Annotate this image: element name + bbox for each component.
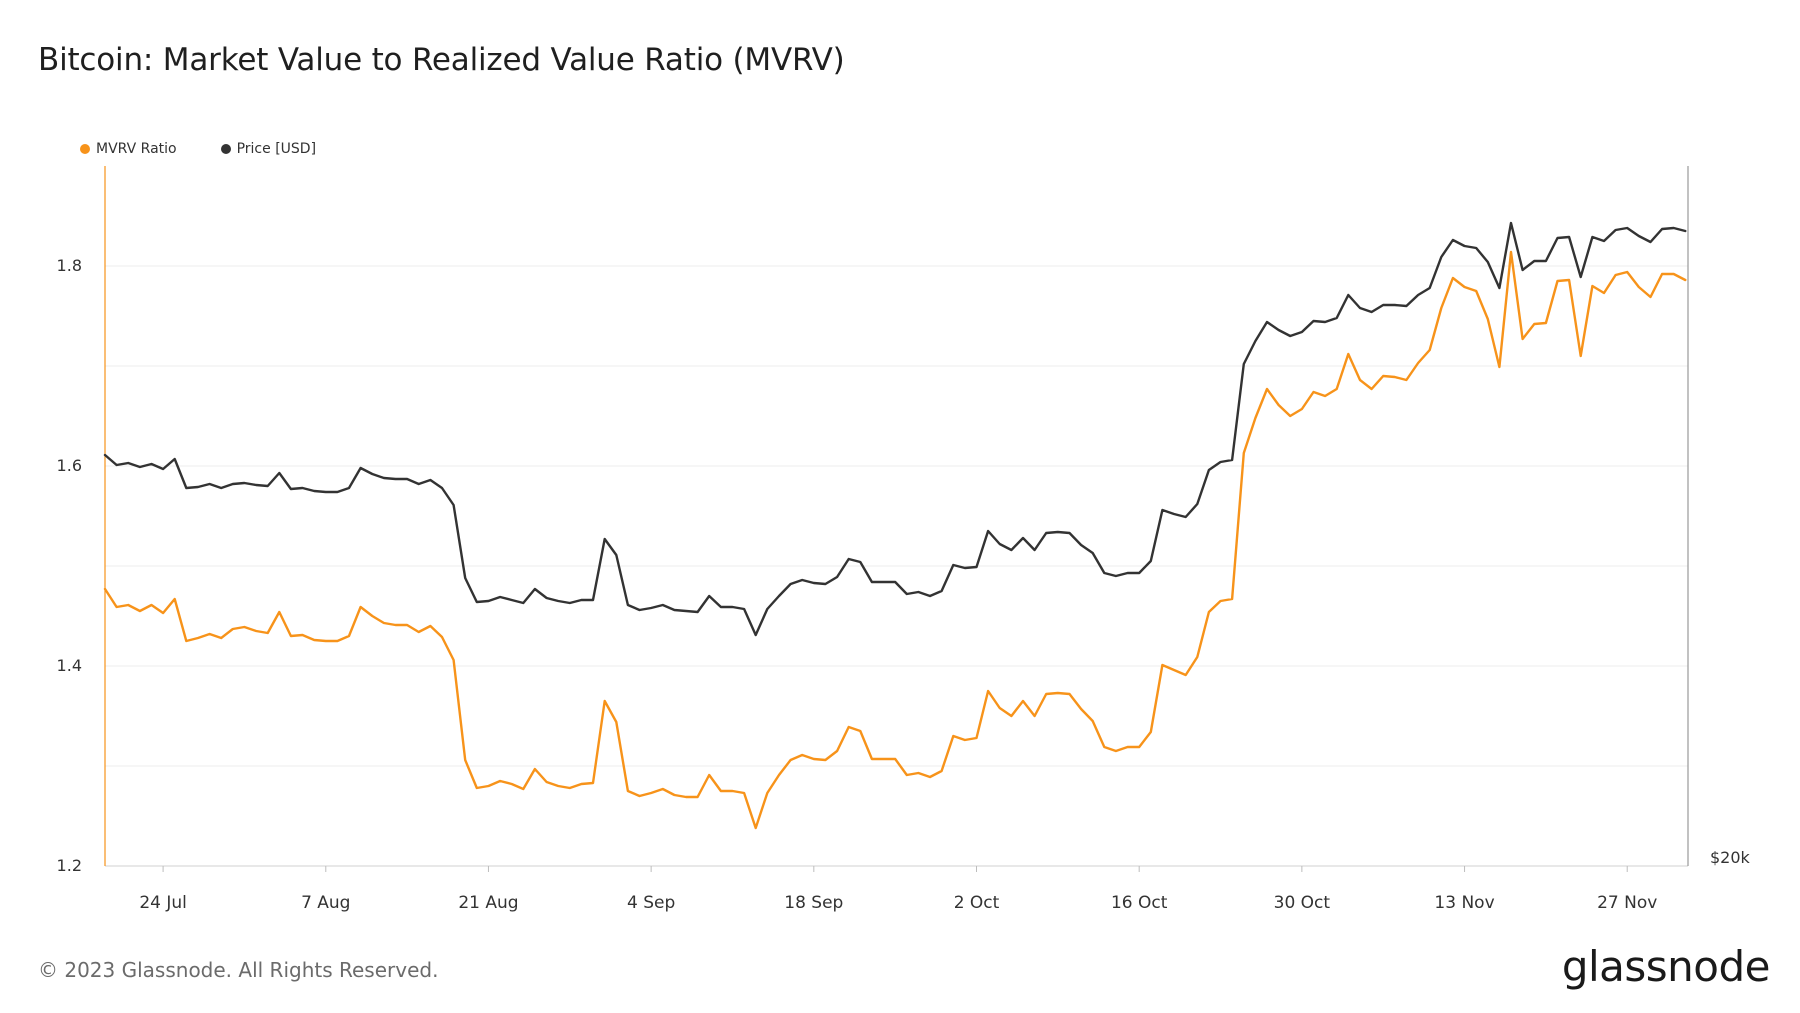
legend-price-label: Price [USD] — [236, 141, 317, 157]
legend-mvrv-dot — [80, 144, 90, 154]
y-tick-label: 1.8 — [57, 256, 82, 275]
x-tick-label: 4 Sep — [627, 893, 675, 913]
x-tick-label: 30 Oct — [1274, 893, 1331, 913]
y-tick-label: 1.6 — [57, 456, 82, 475]
x-tick-label: 24 Jul — [139, 893, 187, 913]
price-usd-line — [103, 221, 1687, 637]
legend-item-mvrv[interactable]: MVRV Ratio — [80, 141, 177, 157]
legend: MVRV Ratio Price [USD] — [80, 141, 316, 157]
legend-item-price[interactable]: Price [USD] — [220, 141, 317, 157]
chart-title: Bitcoin: Market Value to Realized Value … — [38, 42, 845, 78]
mvrv-ratio-line — [103, 250, 1687, 830]
x-tick-label: 27 Nov — [1597, 893, 1657, 913]
x-tick-label: 16 Oct — [1111, 893, 1168, 913]
y-tick-label: 1.2 — [57, 856, 82, 875]
x-tick-label: 13 Nov — [1434, 893, 1494, 913]
copyright-footer: © 2023 Glassnode. All Rights Reserved. — [38, 958, 439, 982]
x-tick-label: 21 Aug — [458, 893, 518, 913]
legend-price-dot — [220, 144, 231, 154]
x-tick-label: 2 Oct — [954, 893, 1000, 913]
glassnode-logo: glassnode — [1561, 942, 1771, 991]
y-tick-label: 1.4 — [57, 656, 82, 675]
x-tick-label: 7 Aug — [301, 893, 350, 913]
legend-mvrv-label: MVRV Ratio — [96, 141, 177, 157]
x-tick-label: 18 Sep — [784, 893, 843, 913]
right-y-tick-label: $20k — [1710, 848, 1751, 867]
